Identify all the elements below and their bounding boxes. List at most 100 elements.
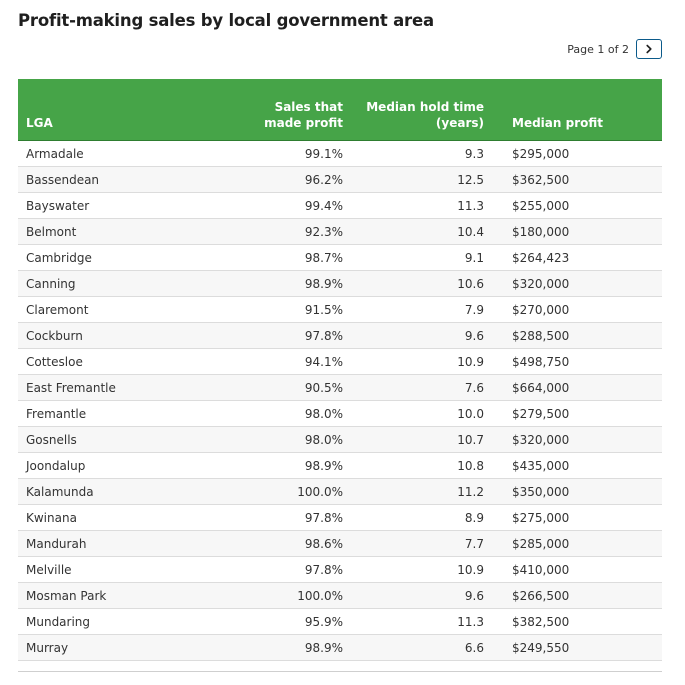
cell-sales-profit: 98.0% [221, 426, 351, 453]
cell-median-profit: $350,000 [492, 478, 662, 505]
table-row: Cambridge 98.7% 9.1 $264,423 [18, 244, 662, 271]
table-footer-divider [18, 671, 662, 672]
cell-median-hold-time: 8.9 [351, 504, 492, 531]
cell-median-hold-time: 10.7 [351, 426, 492, 453]
cell-median-hold-time: 10.0 [351, 400, 492, 427]
cell-median-profit: $264,423 [492, 244, 662, 271]
table-row: Mandurah 98.6% 7.7 $285,000 [18, 530, 662, 557]
table-row: Mosman Park 100.0% 9.6 $266,500 [18, 582, 662, 609]
cell-lga: Kwinana [18, 504, 221, 531]
cell-lga: Bayswater [18, 192, 221, 219]
header-sales-line-1: Sales that [274, 100, 343, 114]
header-median-profit[interactable]: Median profit [492, 79, 662, 141]
table-row: Kalamunda 100.0% 11.2 $350,000 [18, 478, 662, 505]
cell-sales-profit: 91.5% [221, 296, 351, 323]
cell-median-hold-time: 10.9 [351, 348, 492, 375]
cell-sales-profit: 92.3% [221, 218, 351, 245]
cell-median-profit: $498,750 [492, 348, 662, 375]
table-row: Melville 97.8% 10.9 $410,000 [18, 556, 662, 583]
cell-median-hold-time: 7.7 [351, 530, 492, 557]
header-median-hold-time[interactable]: Median hold time (years) [351, 79, 492, 141]
cell-sales-profit: 94.1% [221, 348, 351, 375]
table-row: Joondalup 98.9% 10.8 $435,000 [18, 452, 662, 479]
table-body: Armadale 99.1% 9.3 $295,000 Bassendean 96.2% 1… [18, 140, 662, 661]
pagination: Page 1 of 2 [567, 39, 662, 59]
cell-median-hold-time: 9.6 [351, 322, 492, 349]
cell-lga: Fremantle [18, 400, 221, 427]
cell-median-profit: $266,500 [492, 582, 662, 609]
cell-lga: Gosnells [18, 426, 221, 453]
cell-lga: Mandurah [18, 530, 221, 557]
cell-median-hold-time: 12.5 [351, 166, 492, 193]
data-table: LGA Sales that made profit Median hold t… [18, 79, 662, 661]
header-hold-line-2: (years) [435, 116, 484, 130]
cell-lga: Murray [18, 634, 221, 661]
cell-sales-profit: 98.9% [221, 634, 351, 661]
cell-median-hold-time: 7.6 [351, 374, 492, 401]
table-row: Murray 98.9% 6.6 $249,550 [18, 634, 662, 661]
cell-lga: Armadale [18, 140, 221, 167]
cell-sales-profit: 98.9% [221, 452, 351, 479]
header-lga-label: LGA [26, 116, 53, 130]
table-row: Belmont 92.3% 10.4 $180,000 [18, 218, 662, 245]
cell-median-profit: $279,500 [492, 400, 662, 427]
table-header-row: LGA Sales that made profit Median hold t… [18, 79, 662, 141]
cell-sales-profit: 96.2% [221, 166, 351, 193]
cell-lga: Kalamunda [18, 478, 221, 505]
cell-lga: Canning [18, 270, 221, 297]
cell-lga: East Fremantle [18, 374, 221, 401]
cell-median-profit: $255,000 [492, 192, 662, 219]
cell-lga: Cambridge [18, 244, 221, 271]
cell-sales-profit: 95.9% [221, 608, 351, 635]
cell-sales-profit: 100.0% [221, 478, 351, 505]
cell-lga: Cottesloe [18, 348, 221, 375]
table-row: Canning 98.9% 10.6 $320,000 [18, 270, 662, 297]
table-row: Kwinana 97.8% 8.9 $275,000 [18, 504, 662, 531]
cell-median-profit: $270,000 [492, 296, 662, 323]
page-indicator: Page 1 of 2 [567, 42, 629, 56]
cell-median-profit: $275,000 [492, 504, 662, 531]
cell-sales-profit: 90.5% [221, 374, 351, 401]
cell-median-hold-time: 9.3 [351, 140, 492, 167]
table-row: Mundaring 95.9% 11.3 $382,500 [18, 608, 662, 635]
cell-median-hold-time: 7.9 [351, 296, 492, 323]
cell-lga: Bassendean [18, 166, 221, 193]
cell-lga: Mundaring [18, 608, 221, 635]
table-row: Bayswater 99.4% 11.3 $255,000 [18, 192, 662, 219]
cell-median-profit: $249,550 [492, 634, 662, 661]
cell-lga: Belmont [18, 218, 221, 245]
cell-median-profit: $288,500 [492, 322, 662, 349]
cell-median-hold-time: 9.6 [351, 582, 492, 609]
table-row: East Fremantle 90.5% 7.6 $664,000 [18, 374, 662, 401]
header-profit-label: Median profit [512, 116, 603, 130]
cell-sales-profit: 98.7% [221, 244, 351, 271]
header-sales-profit[interactable]: Sales that made profit [221, 79, 351, 141]
chevron-right-icon [646, 44, 652, 54]
table-row: Cockburn 97.8% 9.6 $288,500 [18, 322, 662, 349]
cell-median-profit: $410,000 [492, 556, 662, 583]
cell-sales-profit: 97.8% [221, 556, 351, 583]
header-lga[interactable]: LGA [18, 79, 221, 141]
cell-lga: Melville [18, 556, 221, 583]
header-sales-line-2: made profit [264, 116, 343, 130]
cell-median-profit: $435,000 [492, 452, 662, 479]
table-row: Cottesloe 94.1% 10.9 $498,750 [18, 348, 662, 375]
cell-median-hold-time: 11.3 [351, 192, 492, 219]
chart-title: Profit-making sales by local government … [18, 11, 434, 30]
cell-median-profit: $320,000 [492, 426, 662, 453]
cell-sales-profit: 98.0% [221, 400, 351, 427]
cell-sales-profit: 98.9% [221, 270, 351, 297]
cell-sales-profit: 99.4% [221, 192, 351, 219]
header-hold-line-1: Median hold time [366, 100, 484, 114]
cell-median-hold-time: 10.6 [351, 270, 492, 297]
cell-lga: Claremont [18, 296, 221, 323]
next-page-button[interactable] [636, 39, 662, 59]
cell-lga: Cockburn [18, 322, 221, 349]
cell-sales-profit: 100.0% [221, 582, 351, 609]
cell-sales-profit: 98.6% [221, 530, 351, 557]
cell-median-hold-time: 10.8 [351, 452, 492, 479]
cell-lga: Joondalup [18, 452, 221, 479]
table-row: Gosnells 98.0% 10.7 $320,000 [18, 426, 662, 453]
cell-median-profit: $285,000 [492, 530, 662, 557]
cell-median-profit: $382,500 [492, 608, 662, 635]
